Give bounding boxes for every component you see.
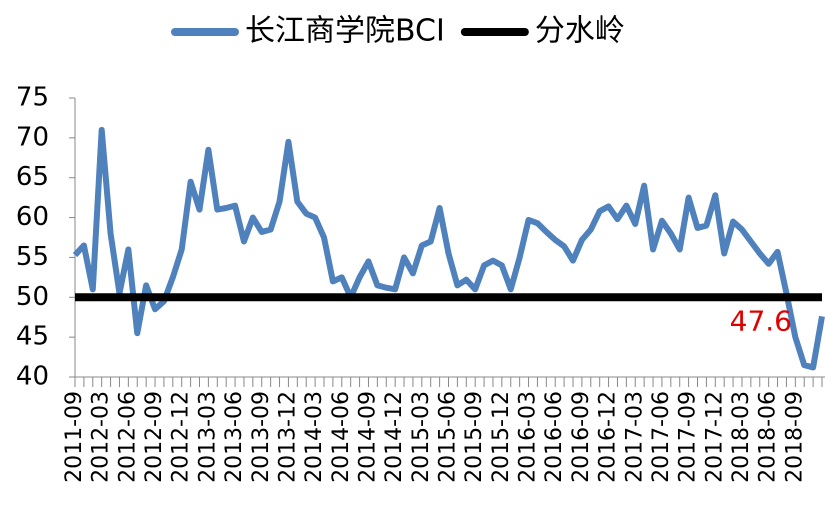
x-tick-label: 2015-03 [409,391,434,483]
x-tick-label: 2016-09 [569,391,594,483]
legend-label: 分水岭 [535,14,625,49]
x-tick-label: 2018-09 [782,391,807,483]
x-tick-label: 2014-12 [382,391,407,483]
x-tick-label: 2013-03 [195,391,220,483]
x-tick-label: 2017-12 [702,391,727,483]
y-tick-label: 40 [16,362,49,392]
x-tick-label: 2016-03 [516,391,541,483]
legend-label: 长江商学院BCI [245,14,445,49]
x-tick-label: 2015-09 [462,391,487,483]
x-tick-label: 2013-09 [249,391,274,483]
x-tick-label: 2013-06 [222,391,247,483]
x-tick-label: 2012-03 [89,391,114,483]
data-label: 47.6 [730,304,792,337]
x-tick-label: 2014-09 [355,391,380,483]
x-tick-label: 2018-03 [729,391,754,483]
y-tick-label: 60 [16,202,49,232]
x-tick-label: 2015-12 [489,391,514,483]
x-tick-label: 2016-12 [596,391,621,483]
x-tick-label: 2017-03 [622,391,647,483]
x-tick-label: 2018-06 [756,391,781,483]
x-tick-label: 2017-06 [649,391,674,483]
x-tick-label: 2015-06 [436,391,461,483]
y-tick-label: 55 [16,242,49,272]
x-tick-label: 2014-06 [329,391,354,483]
x-tick-label: 2012-09 [142,391,167,483]
x-tick-label: 2016-06 [542,391,567,483]
x-tick-label: 2012-06 [115,391,140,483]
x-tick-label: 2014-03 [302,391,327,483]
x-tick-label: 2011-09 [62,391,87,483]
y-tick-label: 65 [16,162,49,192]
x-tick-label: 2013-12 [275,391,300,483]
y-tick-label: 50 [16,282,49,312]
series-line [72,126,825,371]
y-tick-label: 75 [16,83,49,113]
x-tick-label: 2012-12 [169,391,194,483]
y-tick-label: 45 [16,322,49,352]
y-tick-label: 70 [16,122,49,152]
x-tick-label: 2017-09 [676,391,701,483]
